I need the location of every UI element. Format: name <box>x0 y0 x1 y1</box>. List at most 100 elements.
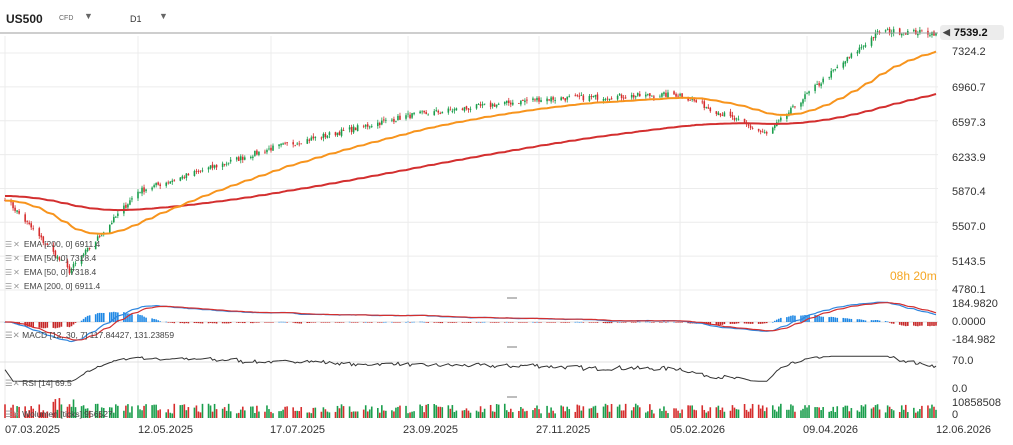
macd-histogram-bar <box>266 322 268 323</box>
macd-histogram-bar <box>679 322 681 323</box>
candle-body <box>24 214 26 222</box>
candle-body <box>241 156 244 160</box>
legend-item[interactable]: ☰✕ EMA [200, 0] 6911.4 <box>5 281 100 291</box>
timeframe-selector[interactable]: D1 <box>130 14 142 24</box>
list-icon[interactable]: ☰✕ <box>5 253 21 263</box>
symbol-selector[interactable]: US500 <box>6 12 43 26</box>
volume-bar <box>491 411 494 418</box>
list-icon[interactable]: ☰✕ <box>5 267 21 277</box>
volume-bar <box>860 405 863 418</box>
volume-bar <box>141 410 143 418</box>
candle-body <box>115 216 117 218</box>
macd-histogram-bar <box>479 322 482 323</box>
volume-bar <box>503 403 506 418</box>
chevron-down-icon[interactable]: ▼ <box>159 11 168 21</box>
candle-body <box>113 217 115 223</box>
macd-histogram-bar <box>70 322 73 327</box>
candle-body <box>638 93 641 97</box>
volume-bar <box>520 406 522 418</box>
candle-body <box>435 110 438 111</box>
list-icon[interactable]: ☰✕ <box>5 409 23 419</box>
candle-body <box>512 102 514 105</box>
macd-histogram-bar <box>352 322 355 323</box>
candle-body <box>663 92 665 95</box>
candle-body <box>870 37 873 46</box>
volume-bar <box>282 409 284 418</box>
volume-bar <box>405 405 407 418</box>
panel-resize-handle[interactable] <box>507 396 517 398</box>
macd-histogram-bar <box>757 322 760 324</box>
macd-histogram-bar <box>225 322 228 324</box>
legend-item[interactable]: ☰✕ EMA [50, 0] 7318.4 <box>5 253 96 263</box>
candle-body <box>455 108 458 111</box>
candle-body <box>461 108 464 110</box>
macd-histogram-bar <box>185 322 188 324</box>
list-icon[interactable]: ☰✕ <box>5 281 21 291</box>
list-icon[interactable]: ☰✕ <box>5 239 21 249</box>
volume-bar <box>540 413 542 418</box>
legend-item[interactable]: ☰✕ EMA [200, 0] 6911.4 <box>5 239 100 249</box>
candle-body <box>497 103 500 105</box>
volume-bar <box>296 410 298 418</box>
macd-histogram-bar <box>46 322 49 328</box>
macd-histogram-bar <box>173 322 176 324</box>
legend-item[interactable]: ☰✕ EMA [50, 0] 7318.4 <box>5 267 96 277</box>
candle-body <box>463 107 466 111</box>
candle-body <box>620 94 623 99</box>
macd-histogram-bar <box>54 322 57 329</box>
macd-histogram-bar <box>649 321 651 323</box>
panel-resize-handle[interactable] <box>507 346 517 348</box>
candle-body <box>717 112 720 115</box>
volume-bar <box>407 413 409 418</box>
macd-histogram-bar <box>735 322 738 324</box>
macd-histogram-bar <box>520 322 522 323</box>
volume-bar <box>385 410 387 418</box>
volume-bar <box>874 405 877 418</box>
candle-body <box>395 120 397 122</box>
macd-histogram-bar <box>88 315 91 322</box>
volume-bar <box>306 412 309 418</box>
candle-body <box>215 164 218 168</box>
macd-histogram-bar <box>888 322 891 323</box>
volume-bar <box>411 411 413 418</box>
macd-histogram-bar <box>786 317 788 322</box>
macd-histogram-bar <box>393 322 395 323</box>
volume-bar <box>278 411 280 418</box>
list-icon[interactable]: ☰✕ <box>5 378 23 388</box>
candle-body <box>169 181 172 184</box>
chevron-down-icon[interactable]: ▼ <box>84 11 93 21</box>
list-icon[interactable]: ☰✕ <box>5 330 23 340</box>
volume-bar <box>80 406 83 418</box>
volume-bar <box>890 409 893 418</box>
candle-body <box>421 111 423 113</box>
candle-body <box>856 51 859 54</box>
macd-histogram-bar <box>211 322 214 324</box>
volume-bar <box>820 410 822 418</box>
volume-bar <box>298 411 301 418</box>
candle-body <box>427 114 429 116</box>
volume-bar <box>507 411 510 418</box>
toolbar: US500 CFD ▼ D1 ▼ <box>0 0 1013 36</box>
candle-body <box>167 182 170 184</box>
candle-body <box>503 101 506 104</box>
candle-body <box>636 93 639 96</box>
candle-body <box>677 95 679 97</box>
candle-body <box>129 200 131 205</box>
macd-histogram-bar <box>241 322 244 324</box>
volume-bar <box>510 408 512 418</box>
volume-bar <box>368 409 371 418</box>
candle-body <box>221 163 224 167</box>
candle-body <box>26 220 28 222</box>
macd-histogram-bar <box>804 314 806 322</box>
volume-bar <box>695 410 697 418</box>
candle-body <box>423 110 425 113</box>
y-tick-label: 7324.2 <box>952 46 986 58</box>
candle-body <box>227 162 230 164</box>
volume-bar <box>66 406 69 418</box>
ema-200-line <box>5 93 937 212</box>
panel-resize-handle[interactable] <box>507 297 517 299</box>
macd-histogram-bar <box>141 315 143 322</box>
candle-body <box>137 191 139 199</box>
volume-bar <box>155 404 157 418</box>
